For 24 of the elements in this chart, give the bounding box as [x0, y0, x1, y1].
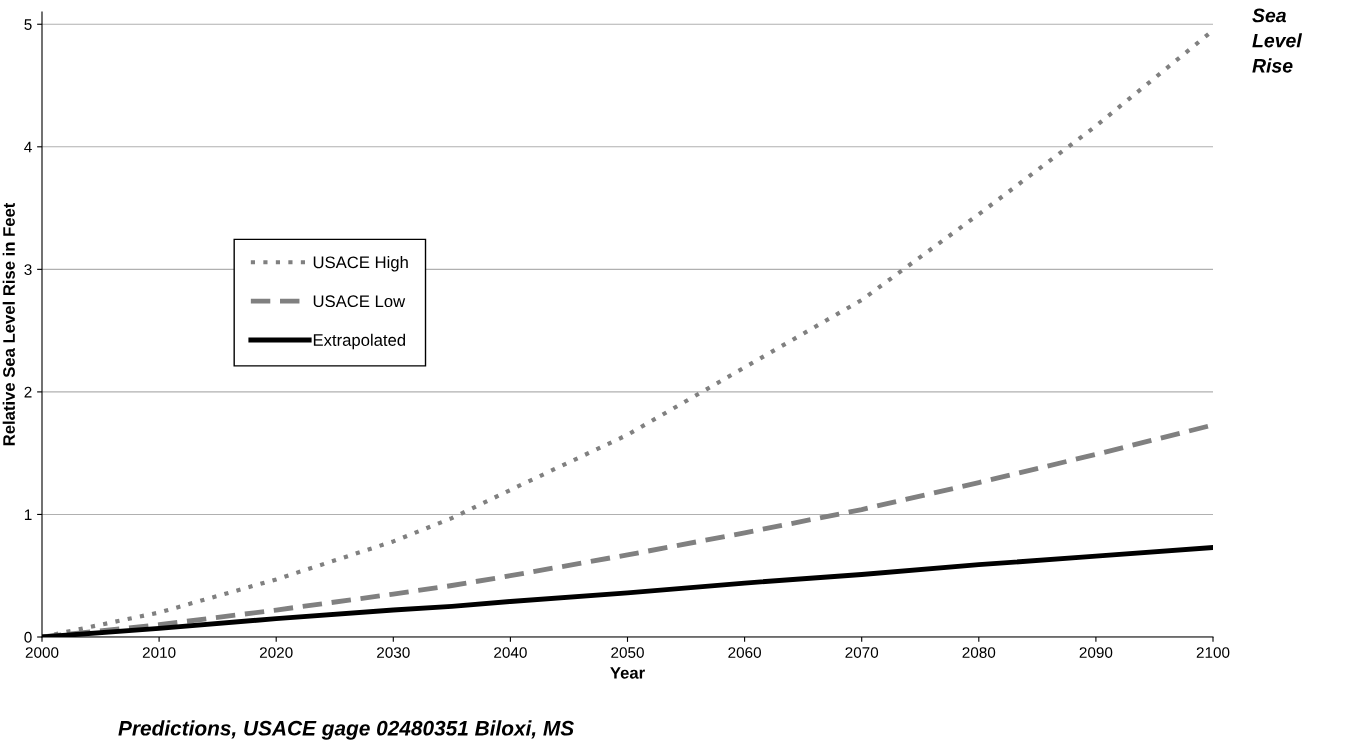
y-axis-title: Relative Sea Level Rise in Feet [2, 202, 15, 446]
x-tick-label: 2030 [377, 647, 410, 658]
text: Sea Level Rise [1252, 8, 1303, 73]
legend-label: Extrapolated [313, 333, 406, 350]
x-tick-label: 2070 [845, 647, 879, 658]
legend-label: USACE Low [313, 295, 406, 308]
y-tick-label: 3 [24, 264, 32, 276]
x-tick-label: 2050 [611, 647, 644, 658]
x-tick-label: 2000 [25, 647, 59, 658]
x-axis-title: Year [610, 667, 645, 679]
x-tick-label: 2020 [259, 647, 293, 658]
x-tick-label: 2090 [1079, 647, 1113, 658]
x-tick-label: 2010 [142, 647, 176, 658]
y-tick-label: 0 [24, 631, 32, 643]
x-tick-label: 2060 [728, 647, 761, 658]
y-tick-label: 2 [24, 386, 32, 398]
y-tick-label: 4 [24, 141, 32, 153]
y-tick-label: 5 [24, 19, 32, 30]
text: Predictions, USACE gage 02480351 Biloxi, MS [118, 720, 574, 740]
x-tick-label: 2080 [962, 647, 996, 658]
x-tick-label: 2100 [1196, 647, 1230, 658]
legend-label: USACE High [313, 255, 408, 272]
y-tick-label: 1 [24, 509, 32, 520]
x-tick-label: 2040 [494, 647, 527, 658]
